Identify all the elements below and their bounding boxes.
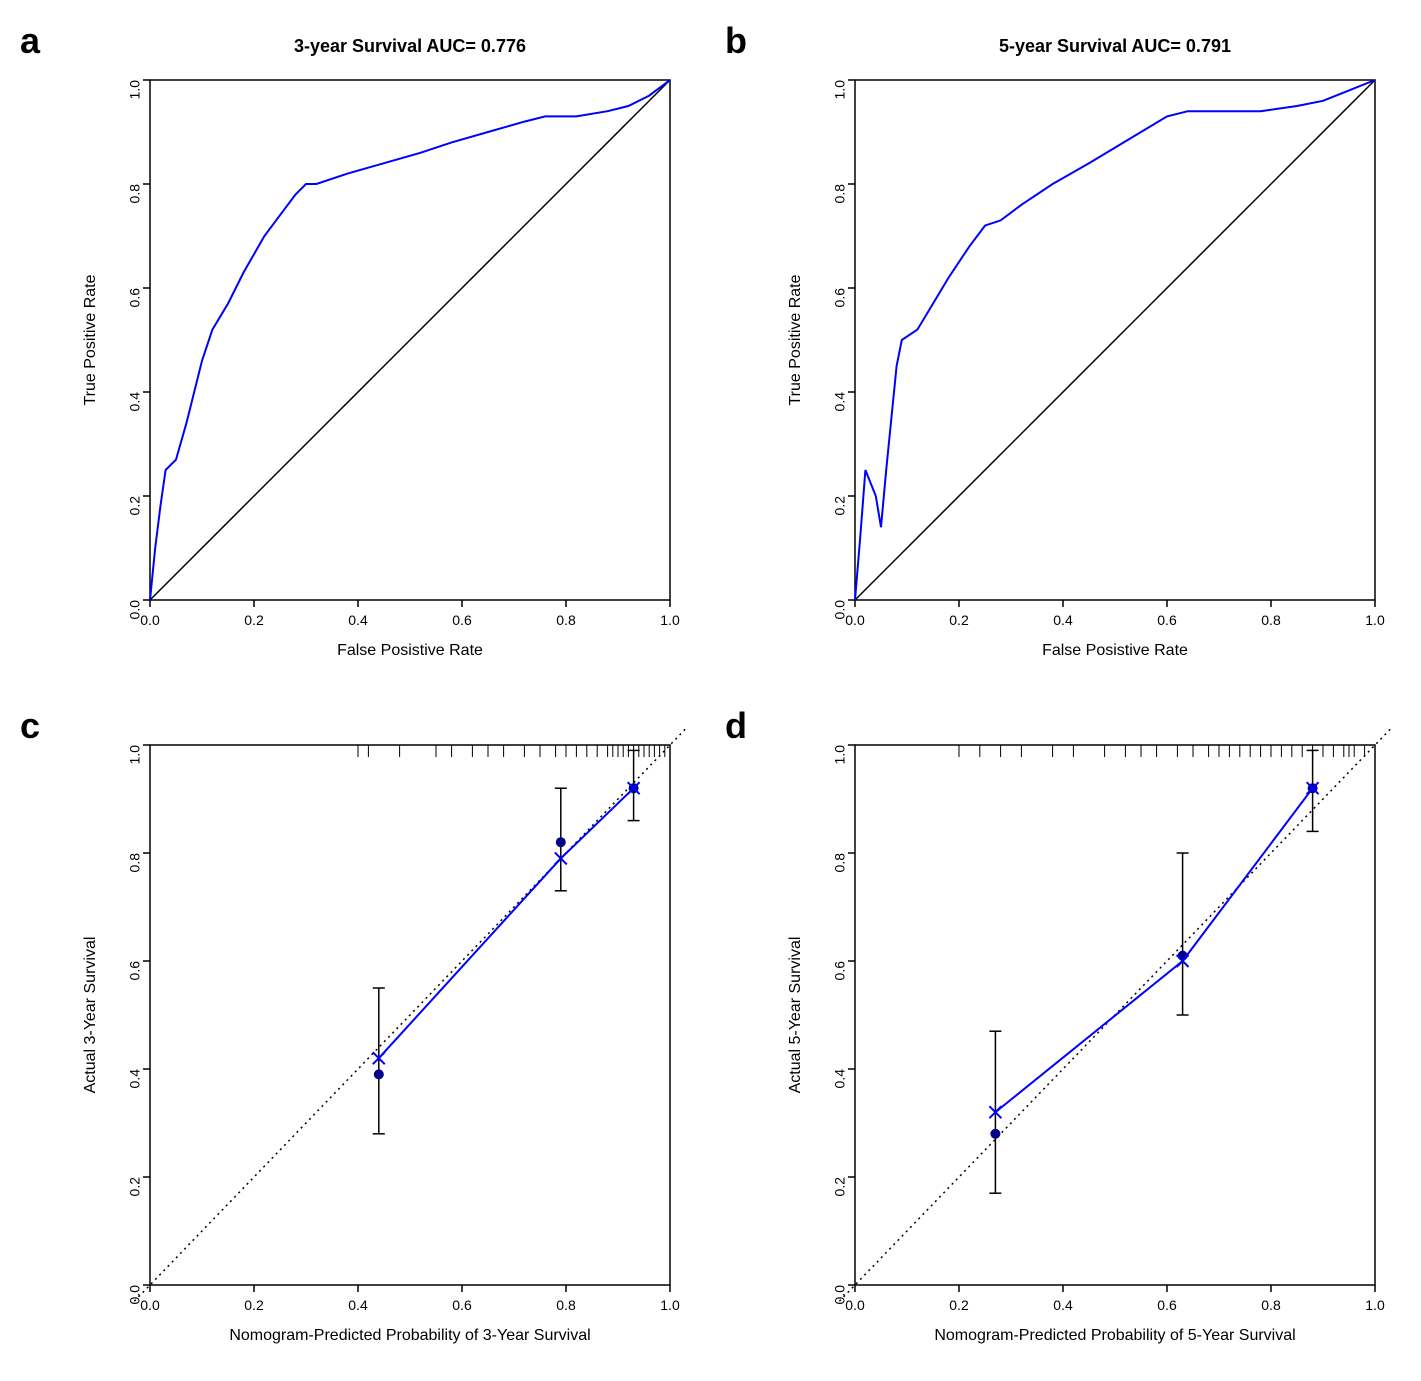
svg-text:3-year Survival AUC= 0.776: 3-year Survival AUC= 0.776 — [294, 36, 526, 56]
svg-text:0.6: 0.6 — [452, 1297, 472, 1313]
svg-text:0.4: 0.4 — [1053, 1297, 1073, 1313]
svg-text:0.8: 0.8 — [832, 184, 848, 204]
panel-b-label: b — [725, 20, 747, 62]
panel-a-label: a — [20, 20, 40, 62]
svg-text:0.4: 0.4 — [1053, 612, 1073, 628]
svg-text:False Posistive Rate: False Posistive Rate — [337, 642, 483, 659]
panel-c-label: c — [20, 705, 40, 747]
svg-text:Nomogram-Predicted Probability: Nomogram-Predicted Probability of 5-Year… — [934, 1327, 1295, 1344]
svg-text:0.0: 0.0 — [845, 612, 865, 628]
svg-text:0.0: 0.0 — [832, 1285, 848, 1305]
svg-text:0.0: 0.0 — [140, 1297, 160, 1313]
svg-text:Actual 5-Year Survival: Actual 5-Year Survival — [787, 937, 804, 1094]
panel-b-svg: 5-year Survival AUC= 0.791 0.0 0.2 0.4 0.6 0.… — [775, 30, 1395, 670]
svg-text:0.0: 0.0 — [845, 1297, 865, 1313]
svg-text:0.6: 0.6 — [452, 612, 472, 628]
svg-text:True Positive Rate: True Positive Rate — [787, 274, 804, 405]
panel-c: c 0.0 0.2 0.4 0.6 0.8 1.0 0.0 0.2 0.4 0.6 0.8 1.0 No… — [20, 705, 695, 1360]
svg-text:5-year Survival AUC= 0.791: 5-year Survival AUC= 0.791 — [999, 36, 1231, 56]
svg-text:Nomogram-Predicted Probability: Nomogram-Predicted Probability of 3-Year… — [229, 1327, 590, 1344]
svg-text:0.0: 0.0 — [127, 600, 143, 620]
panel-b: b 5-year Survival AUC= 0.791 0.0 0.2 0.4 0.6… — [725, 20, 1400, 675]
svg-text:0.8: 0.8 — [556, 612, 576, 628]
svg-text:0.6: 0.6 — [832, 288, 848, 308]
panel-a: a 3-year Survival AUC= 0.776 0.0 0.2 0.4 0.6… — [20, 20, 695, 675]
panel-c-svg: 0.0 0.2 0.4 0.6 0.8 1.0 0.0 0.2 0.4 0.6 0.8 1.0 Nomo… — [70, 715, 690, 1355]
svg-text:0.2: 0.2 — [832, 1177, 848, 1197]
svg-text:0.8: 0.8 — [127, 184, 143, 204]
svg-text:0.2: 0.2 — [949, 1297, 969, 1313]
svg-text:0.0: 0.0 — [127, 1285, 143, 1305]
svg-text:1.0: 1.0 — [127, 745, 143, 765]
panel-a-svg: 3-year Survival AUC= 0.776 0.0 0.2 0.4 0.6 0.… — [70, 30, 690, 670]
svg-text:0.2: 0.2 — [244, 1297, 264, 1313]
svg-text:1.0: 1.0 — [832, 80, 848, 100]
panel-d: d 0.0 0.2 0.4 0.6 0.8 1.0 0.0 0.2 0.4 0.6 0.8 1.0 No… — [725, 705, 1400, 1360]
svg-text:0.4: 0.4 — [127, 1069, 143, 1089]
svg-text:0.8: 0.8 — [127, 853, 143, 873]
svg-text:True Positive Rate: True Positive Rate — [82, 274, 99, 405]
svg-text:0.8: 0.8 — [1261, 612, 1281, 628]
svg-text:0.6: 0.6 — [1157, 612, 1177, 628]
panel-d-label: d — [725, 705, 747, 747]
figure-grid: a 3-year Survival AUC= 0.776 0.0 0.2 0.4 0.6… — [20, 20, 1400, 1360]
svg-text:1.0: 1.0 — [127, 80, 143, 100]
svg-text:1.0: 1.0 — [1365, 612, 1385, 628]
svg-text:0.0: 0.0 — [832, 600, 848, 620]
svg-text:0.6: 0.6 — [127, 288, 143, 308]
svg-text:0.4: 0.4 — [348, 612, 368, 628]
svg-text:0.4: 0.4 — [127, 392, 143, 412]
svg-text:1.0: 1.0 — [832, 745, 848, 765]
svg-text:False Posistive Rate: False Posistive Rate — [1042, 642, 1188, 659]
svg-text:1.0: 1.0 — [1365, 1297, 1385, 1313]
svg-text:0.2: 0.2 — [832, 496, 848, 516]
panel-a-plot: 3-year Survival AUC= 0.776 0.0 0.2 0.4 0.6 0.… — [70, 30, 685, 665]
svg-text:0.6: 0.6 — [127, 961, 143, 981]
svg-text:1.0: 1.0 — [660, 1297, 680, 1313]
svg-text:0.2: 0.2 — [127, 496, 143, 516]
svg-text:0.2: 0.2 — [949, 612, 969, 628]
svg-text:0.8: 0.8 — [556, 1297, 576, 1313]
panel-b-plot: 5-year Survival AUC= 0.791 0.0 0.2 0.4 0.6 0.… — [775, 30, 1390, 665]
panel-d-svg: 0.0 0.2 0.4 0.6 0.8 1.0 0.0 0.2 0.4 0.6 0.8 1.0 Nomo… — [775, 715, 1395, 1355]
svg-text:0.4: 0.4 — [348, 1297, 368, 1313]
svg-text:0.4: 0.4 — [832, 392, 848, 412]
svg-text:0.2: 0.2 — [244, 612, 264, 628]
panel-d-plot: 0.0 0.2 0.4 0.6 0.8 1.0 0.0 0.2 0.4 0.6 0.8 1.0 Nomo… — [775, 715, 1390, 1350]
svg-text:0.8: 0.8 — [832, 853, 848, 873]
svg-text:0.2: 0.2 — [127, 1177, 143, 1197]
svg-text:0.6: 0.6 — [1157, 1297, 1177, 1313]
svg-text:1.0: 1.0 — [660, 612, 680, 628]
svg-text:0.4: 0.4 — [832, 1069, 848, 1089]
svg-text:Actual 3-Year Survival: Actual 3-Year Survival — [82, 937, 99, 1094]
svg-text:0.6: 0.6 — [832, 961, 848, 981]
panel-c-plot: 0.0 0.2 0.4 0.6 0.8 1.0 0.0 0.2 0.4 0.6 0.8 1.0 Nomo… — [70, 715, 685, 1350]
svg-text:0.0: 0.0 — [140, 612, 160, 628]
svg-text:0.8: 0.8 — [1261, 1297, 1281, 1313]
